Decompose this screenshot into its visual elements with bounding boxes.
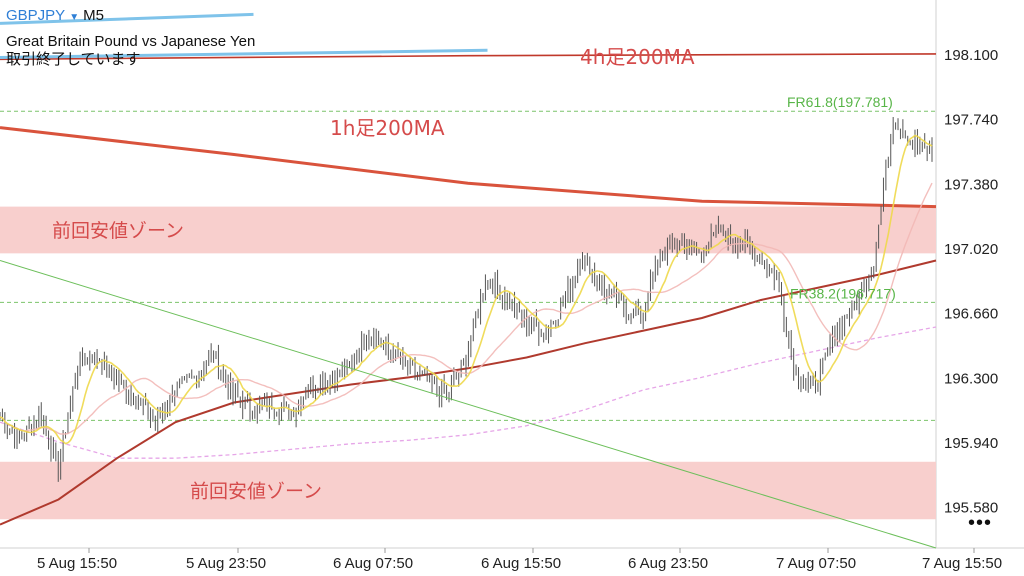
time-tick-label: 5 Aug 23:50 [186, 555, 266, 572]
price-tick-label: 196.300 [944, 370, 998, 387]
price-tick-label: 195.580 [944, 500, 998, 517]
symbol-dropdown-icon[interactable]: ▼ [69, 12, 80, 23]
zone-label: 前回安値ゾーン [52, 220, 184, 242]
time-tick-label: 7 Aug 15:50 [922, 555, 1002, 572]
symbol-header[interactable]: GBPJPY ▼ M5 [6, 7, 104, 27]
support-zone [0, 461, 936, 520]
ma-line-4h-200 [0, 53, 937, 61]
trendline [0, 48, 488, 59]
ma-line-fast [0, 134, 933, 445]
support-zone [0, 206, 936, 254]
ma-annotation: 4h足200MA [580, 45, 695, 69]
price-tick-label: 197.380 [944, 176, 998, 193]
price-tick-label: 197.020 [944, 241, 998, 258]
zone-label: 前回安値ゾーン [190, 481, 322, 503]
timeframe-label[interactable]: M5 [83, 7, 104, 24]
time-tick-label: 6 Aug 23:50 [628, 555, 708, 572]
symbol-label[interactable]: GBPJPY [6, 7, 66, 24]
symbol-description: Great Britain Pound vs Japanese Yen [6, 33, 256, 50]
ma-line-mid [0, 259, 937, 526]
price-tick-label: 195.940 [944, 435, 998, 452]
time-tick-label: 7 Aug 07:50 [776, 555, 856, 572]
ma-annotation: 1h足200MA [330, 116, 445, 140]
time-tick-label: 6 Aug 07:50 [333, 555, 413, 572]
trendline [0, 12, 254, 25]
time-tick-label: 5 Aug 15:50 [37, 555, 117, 572]
price-tick-label: 196.660 [944, 306, 998, 323]
trendline [0, 260, 937, 549]
ma-line-slow [0, 182, 933, 435]
time-tick-label: 6 Aug 15:50 [481, 555, 561, 572]
fib-level-label: FR61.8(197.781) [787, 94, 893, 110]
fib-level-label: FR38.2(196.717) [790, 285, 896, 301]
ma-line-long [0, 326, 937, 459]
market-status: 取引終了しています [6, 51, 141, 68]
ellipsis-icon[interactable]: ••• [968, 512, 993, 534]
ma-line-1h-200 [0, 126, 937, 209]
price-tick-label: 197.740 [944, 112, 998, 129]
price-tick-label: 198.100 [944, 47, 998, 64]
